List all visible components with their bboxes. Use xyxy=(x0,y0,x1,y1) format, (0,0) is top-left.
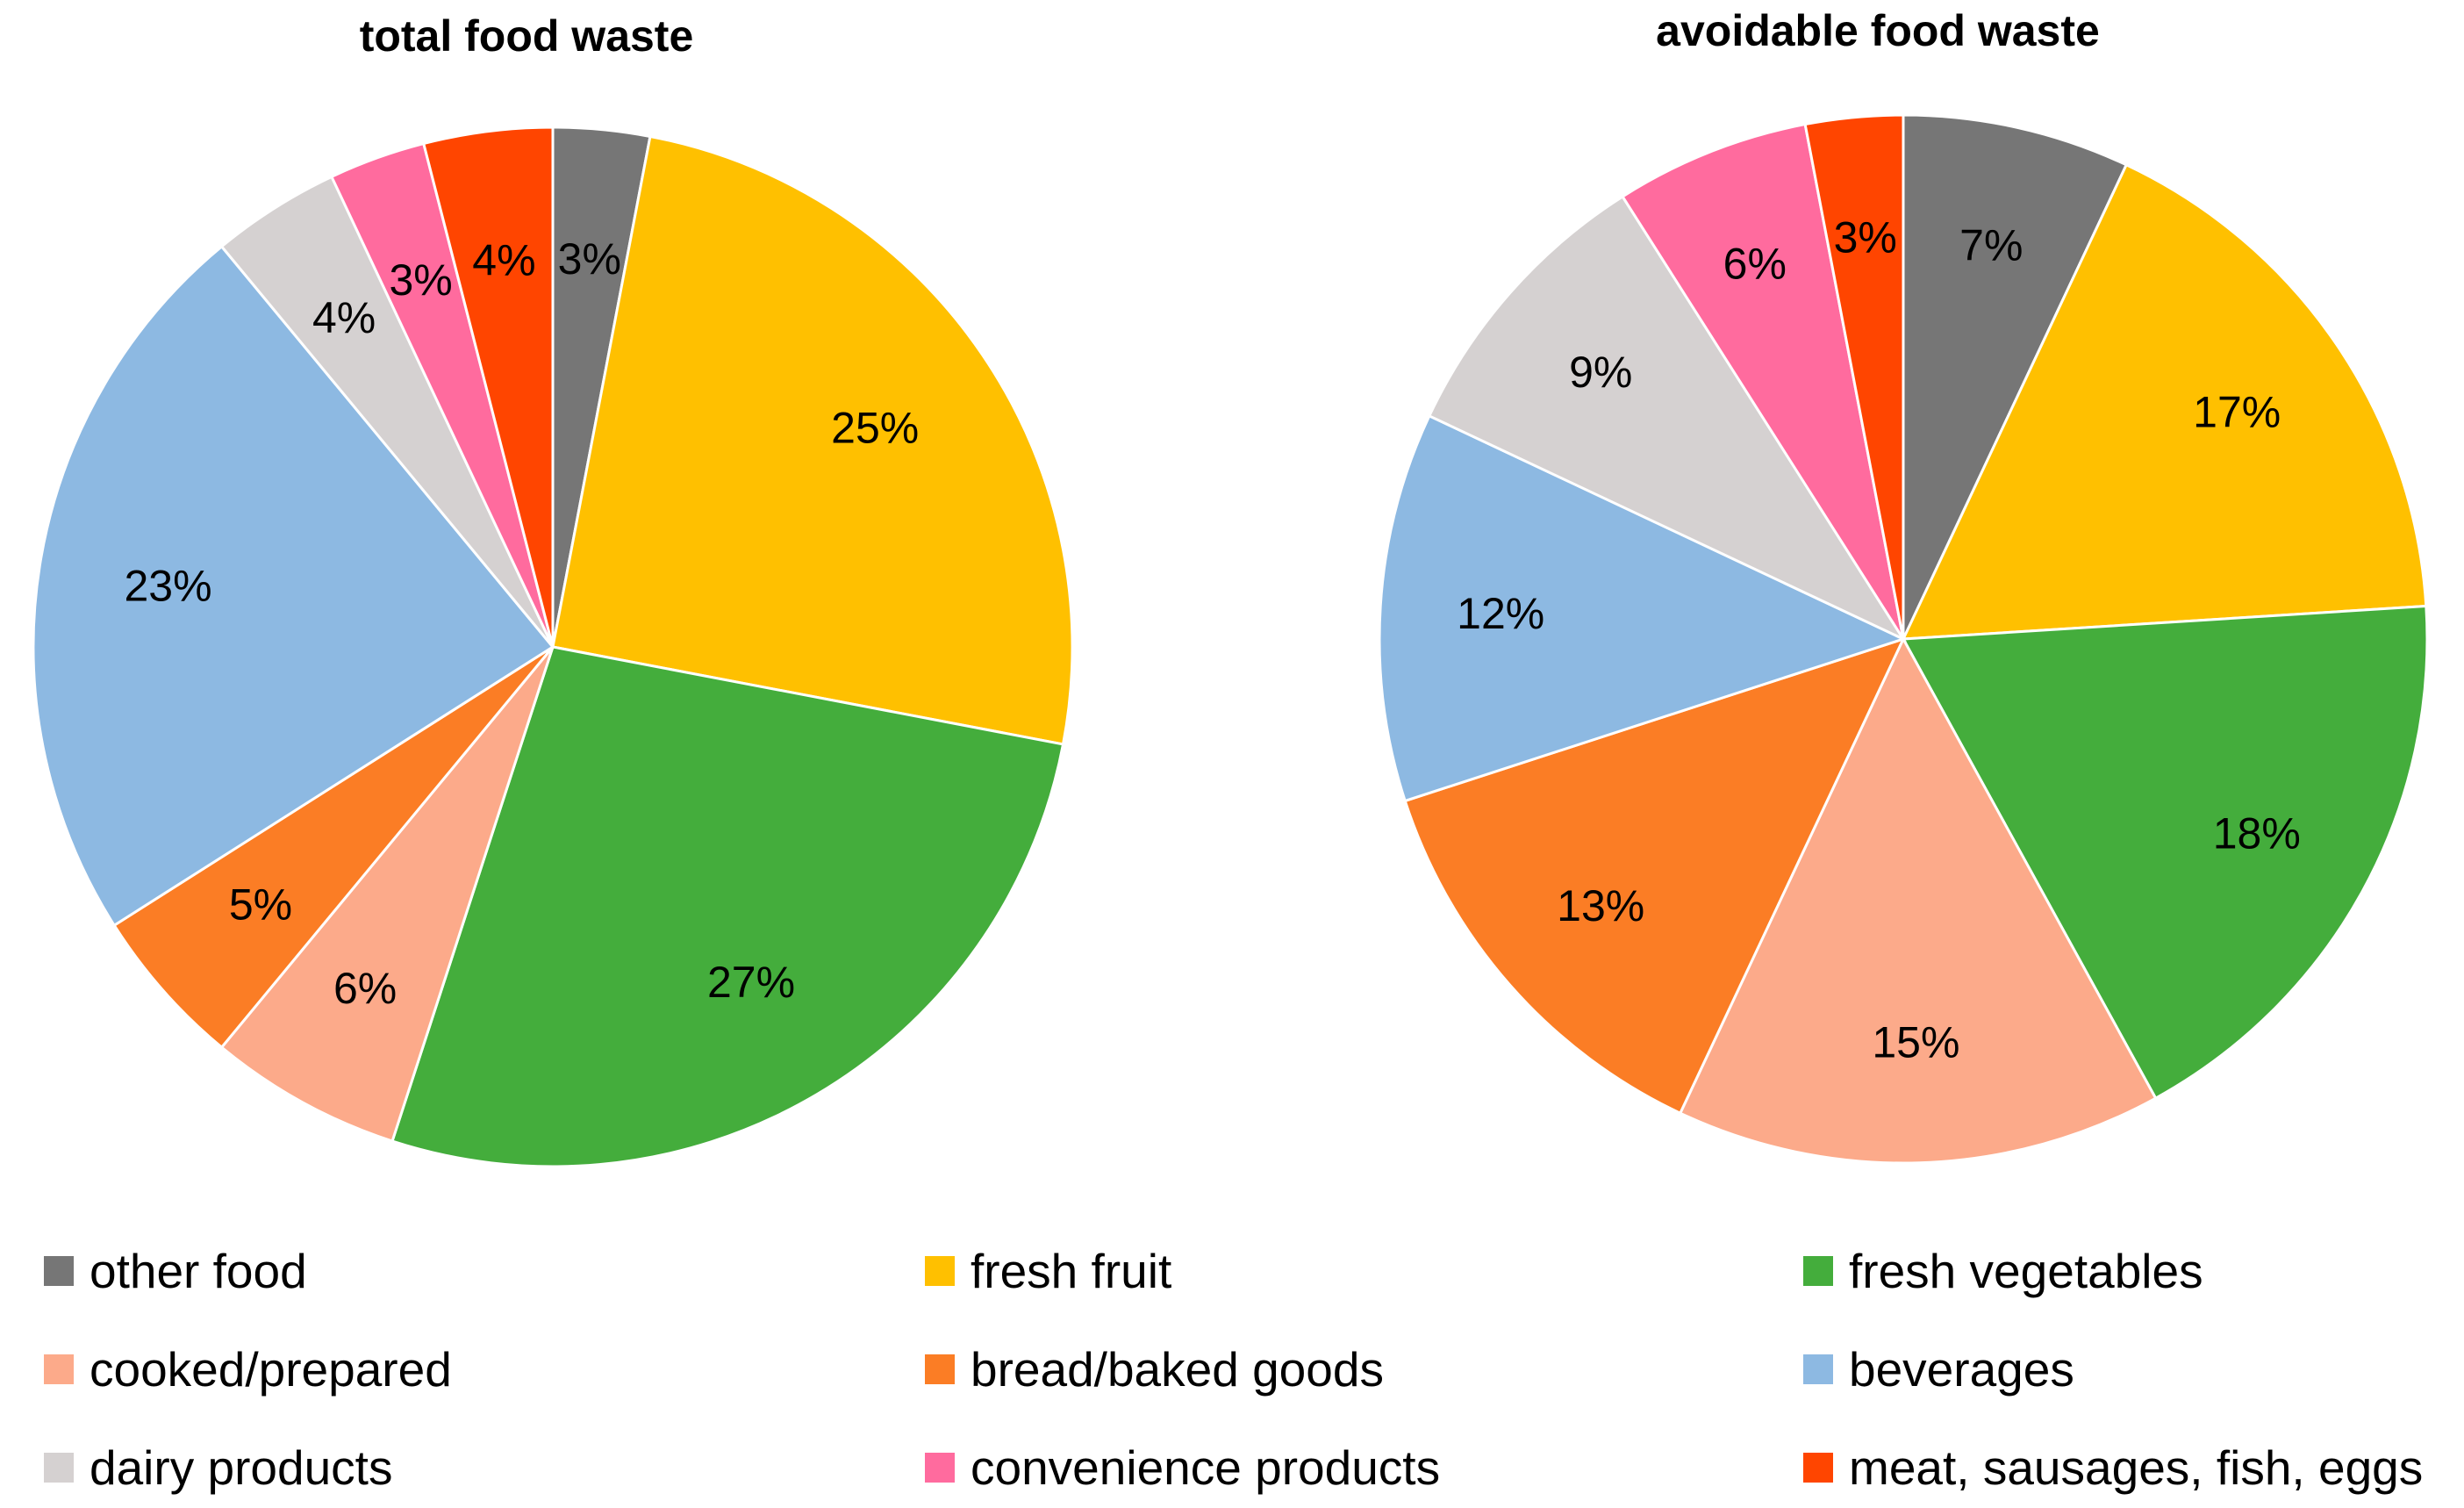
data-label-beverages: 12% xyxy=(1457,589,1544,638)
legend-item-cooked-prepared: cooked/prepared xyxy=(44,1342,452,1397)
legend: other food fresh fruit fresh vegetables coo… xyxy=(44,1244,2423,1495)
legend-swatch-convenience-products xyxy=(925,1453,955,1483)
legend-label-fresh-fruit: fresh fruit xyxy=(971,1244,1171,1298)
data-label-dairy-products: 4% xyxy=(312,293,376,342)
legend-item-dairy-products: dairy products xyxy=(44,1440,392,1495)
legend-item-other-food: other food xyxy=(44,1244,307,1298)
data-label-convenience-products: 3% xyxy=(389,255,452,305)
legend-label-meat-sausages-fish-eggs: meat, sausages, fish, eggs xyxy=(1849,1440,2423,1495)
legend-swatch-beverages xyxy=(1803,1354,1833,1384)
legend-swatch-fresh-vegetables xyxy=(1803,1256,1833,1286)
data-label-bread-baked-goods: 5% xyxy=(229,880,292,930)
data-label-bread-baked-goods: 13% xyxy=(1557,881,1644,930)
pie-slice-fresh-fruit xyxy=(551,134,1074,746)
legend-label-other-food: other food xyxy=(90,1244,307,1298)
pie-slice-other-food xyxy=(1902,113,2129,640)
data-label-meat-sausages-fish-eggs: 3% xyxy=(1834,212,1897,262)
legend-swatch-bread-baked-goods xyxy=(925,1354,955,1384)
data-label-other-food: 7% xyxy=(1959,220,2023,269)
legend-swatch-meat-sausages-fish-eggs xyxy=(1803,1453,1833,1483)
legend-label-beverages: beverages xyxy=(1849,1342,2074,1397)
pie-slice-fresh-fruit xyxy=(1901,162,2428,641)
data-label-fresh-vegetables: 27% xyxy=(707,958,795,1007)
avoidable-food-waste-pie: avoidable food waste 7% 17% 18% 15% 13% 12% 9%… xyxy=(1378,6,2429,1165)
pie-slice-dairy-products xyxy=(1427,194,1908,643)
legend-swatch-cooked-prepared xyxy=(44,1354,74,1384)
chart-title-avoidable: avoidable food waste xyxy=(1656,6,2100,55)
data-label-fresh-fruit: 17% xyxy=(2193,388,2281,437)
legend-label-fresh-vegetables: fresh vegetables xyxy=(1849,1244,2203,1298)
pie-slice-fresh-vegetables xyxy=(1901,604,2429,1101)
pie-slice-fresh-vegetables xyxy=(390,645,1065,1168)
data-label-cooked-prepared: 15% xyxy=(1872,1018,1959,1067)
data-label-fresh-fruit: 25% xyxy=(831,403,919,452)
data-label-convenience-products: 6% xyxy=(1723,240,1787,289)
legend-item-bread-baked-goods: bread/baked goods xyxy=(925,1342,1384,1397)
legend-item-fresh-fruit: fresh fruit xyxy=(925,1244,1171,1298)
legend-label-bread-baked-goods: bread/baked goods xyxy=(971,1342,1384,1397)
pie-slice-meat-sausages-fish-eggs xyxy=(1803,113,1905,640)
legend-label-cooked-prepared: cooked/prepared xyxy=(90,1342,452,1397)
data-label-other-food: 3% xyxy=(558,234,621,284)
pie-slice-bread-baked-goods xyxy=(1403,636,1906,1116)
pie-slice-convenience-products xyxy=(1621,122,1905,640)
pie-slice-beverages xyxy=(32,244,555,928)
chart-title-total: total food waste xyxy=(360,11,694,61)
legend-item-fresh-vegetables: fresh vegetables xyxy=(1803,1244,2203,1298)
data-label-dairy-products: 9% xyxy=(1569,348,1632,397)
pie-slice-beverages xyxy=(1378,413,1908,803)
pie-slice-cooked-prepared xyxy=(219,646,555,1143)
legend-swatch-dairy-products xyxy=(44,1453,74,1483)
legend-label-convenience-products: convenience products xyxy=(971,1440,1440,1495)
total-food-waste-pie: total food waste 3% 25% 27% 6% 5% 23% 4% 3% 4% xyxy=(32,11,1074,1168)
legend-swatch-fresh-fruit xyxy=(925,1256,955,1286)
legend-item-convenience-products: convenience products xyxy=(925,1440,1440,1495)
legend-label-dairy-products: dairy products xyxy=(90,1440,392,1495)
data-label-cooked-prepared: 6% xyxy=(333,964,397,1013)
pie-slice-bread-baked-goods xyxy=(112,645,555,1050)
legend-swatch-other-food xyxy=(44,1256,74,1286)
pie-slice-meat-sausages-fish-eggs xyxy=(421,126,555,648)
legend-item-beverages: beverages xyxy=(1803,1342,2074,1397)
pie-slice-cooked-prepared xyxy=(1678,636,2158,1165)
data-label-fresh-vegetables: 18% xyxy=(2213,809,2301,858)
legend-item-meat-sausages-fish-eggs: meat, sausages, fish, eggs xyxy=(1803,1440,2423,1495)
data-label-meat-sausages-fish-eggs: 4% xyxy=(472,236,535,285)
data-label-beverages: 23% xyxy=(124,562,211,611)
